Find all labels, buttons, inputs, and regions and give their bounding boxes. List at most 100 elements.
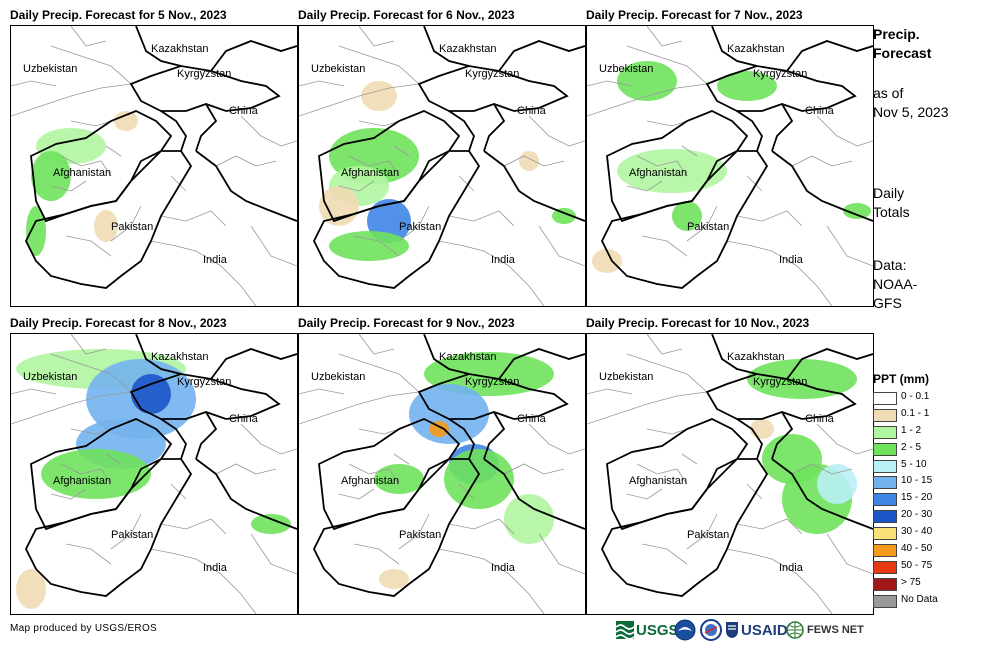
province-boundary bbox=[816, 115, 873, 147]
country-boundary bbox=[24, 458, 193, 597]
province-boundary bbox=[338, 353, 420, 393]
precip-area bbox=[251, 514, 291, 534]
country-boundary bbox=[423, 26, 585, 72]
province-boundary bbox=[299, 80, 345, 87]
panel-title: Daily Precip. Forecast for 6 Nov., 2023 bbox=[298, 8, 515, 22]
legend-label: 20 - 30 bbox=[901, 509, 933, 521]
province-boundary bbox=[105, 145, 122, 157]
province-boundary bbox=[50, 353, 132, 393]
province-boundary bbox=[393, 145, 410, 157]
province-boundary bbox=[636, 463, 688, 485]
map-frame: Kazakhstan Uzbekistan Kyrgyzstan China Afgha… bbox=[586, 333, 874, 615]
province-boundary bbox=[791, 463, 853, 475]
label-kazakhstan: Kazakhstan bbox=[727, 43, 784, 55]
map-frame: Kazakhstan Uzbekistan Kyrgyzstan China Afgha… bbox=[10, 333, 298, 615]
province-boundary bbox=[398, 513, 430, 550]
label-kyrgyzstan: Kyrgyzstan bbox=[177, 68, 231, 80]
map-frame: Kazakhstan Uzbekistan Kyrgyzstan China Afgha… bbox=[10, 25, 298, 307]
legend-item: 0.1 - 1 bbox=[873, 408, 929, 425]
precip-area bbox=[374, 464, 424, 494]
asof-line2: Nov 5, 2023 bbox=[873, 104, 949, 120]
province-boundary bbox=[348, 155, 400, 177]
legend-item: 40 - 50 bbox=[873, 543, 933, 560]
noaa-seal-icon bbox=[674, 619, 696, 641]
usgs-text: USGS bbox=[636, 621, 679, 639]
label-kazakhstan: Kazakhstan bbox=[727, 351, 784, 363]
province-boundary bbox=[726, 548, 833, 614]
country-boundary bbox=[312, 458, 481, 597]
province-boundary bbox=[70, 334, 107, 355]
partner-logos: USGS USAID FEWS NET bbox=[616, 618, 866, 644]
province-boundary bbox=[791, 155, 853, 167]
legend-label: 2 - 5 bbox=[901, 441, 922, 453]
side-heading: Precip. Forecast bbox=[873, 25, 931, 63]
country-boundary bbox=[736, 103, 794, 152]
province-boundary bbox=[826, 533, 873, 575]
province-boundary bbox=[70, 26, 107, 47]
label-pakistan: Pakistan bbox=[687, 221, 729, 233]
label-afghanistan: Afghanistan bbox=[629, 475, 687, 487]
country-boundary bbox=[30, 110, 173, 223]
heading-line2: Forecast bbox=[873, 45, 932, 61]
province-boundary bbox=[528, 423, 585, 455]
country-boundary bbox=[24, 150, 193, 289]
province-boundary bbox=[250, 533, 297, 575]
precip-area bbox=[94, 210, 118, 242]
legend-label: 0 - 0.1 bbox=[901, 391, 930, 402]
legend-label: > 75 bbox=[901, 576, 921, 588]
country-boundary bbox=[711, 334, 873, 380]
forecast-panel-3: Daily Precip. Forecast for 7 Nov., 2023 K… bbox=[586, 8, 876, 308]
province-boundary bbox=[626, 488, 663, 500]
precip-area bbox=[41, 449, 151, 499]
country-boundary bbox=[771, 150, 873, 222]
label-india: India bbox=[779, 562, 804, 574]
province-boundary bbox=[538, 533, 585, 575]
province-boundary bbox=[636, 155, 688, 177]
side-asof: as of Nov 5, 2023 bbox=[873, 84, 949, 122]
usaid-text: USAID bbox=[741, 621, 788, 639]
province-boundary bbox=[11, 388, 57, 395]
province-boundary bbox=[110, 513, 142, 550]
country-boundary bbox=[318, 110, 461, 223]
label-china: China bbox=[517, 413, 547, 425]
province-boundary bbox=[528, 115, 585, 147]
precip-area bbox=[750, 419, 774, 439]
province-boundary bbox=[448, 210, 515, 227]
province-boundary bbox=[299, 391, 420, 425]
label-kyrgyzstan: Kyrgyzstan bbox=[465, 68, 519, 80]
label-uzbekistan: Uzbekistan bbox=[599, 63, 653, 75]
province-boundary bbox=[240, 423, 297, 455]
province-boundary bbox=[438, 548, 545, 614]
label-india: India bbox=[203, 562, 228, 574]
province-boundary bbox=[353, 235, 400, 257]
map-frame: Kazakhstan Uzbekistan Kyrgyzstan China Afgha… bbox=[586, 25, 874, 307]
usgs-logo: USGS bbox=[616, 618, 679, 642]
label-uzbekistan: Uzbekistan bbox=[23, 371, 77, 383]
panel-title: Daily Precip. Forecast for 9 Nov., 2023 bbox=[298, 316, 515, 330]
precip-map: Kazakhstan Uzbekistan Kyrgyzstan China Afgha… bbox=[587, 334, 873, 614]
province-boundary bbox=[11, 391, 132, 425]
province-boundary bbox=[250, 225, 297, 267]
precip-area bbox=[379, 569, 409, 589]
label-afghanistan: Afghanistan bbox=[53, 475, 111, 487]
legend-label: 30 - 40 bbox=[901, 526, 933, 538]
data-line3: GFS bbox=[873, 295, 902, 311]
province-boundary bbox=[538, 225, 585, 267]
legend-rows: 0 - 0.1 0.1 - 1 1 - 2 2 - 5 5 - 10 10 - 15 15 … bbox=[873, 391, 938, 611]
legend-item: 2 - 5 bbox=[873, 442, 929, 459]
province-boundary bbox=[60, 155, 112, 177]
legend-swatch bbox=[873, 544, 897, 558]
legend-label: 40 - 50 bbox=[901, 543, 933, 555]
label-kyrgyzstan: Kyrgyzstan bbox=[465, 376, 519, 388]
label-china: China bbox=[805, 413, 835, 425]
legend-label: 0.1 - 1 bbox=[901, 407, 930, 419]
country-boundary bbox=[705, 373, 857, 420]
province-boundary bbox=[726, 240, 833, 306]
legend-item: 15 - 20 bbox=[873, 492, 932, 509]
country-boundary bbox=[417, 373, 569, 420]
legend-item: 1 - 2 bbox=[873, 425, 929, 442]
label-afghanistan: Afghanistan bbox=[53, 167, 111, 179]
label-kyrgyzstan: Kyrgyzstan bbox=[753, 68, 807, 80]
country-boundary bbox=[448, 103, 506, 152]
data-line1: Data: bbox=[873, 257, 907, 273]
